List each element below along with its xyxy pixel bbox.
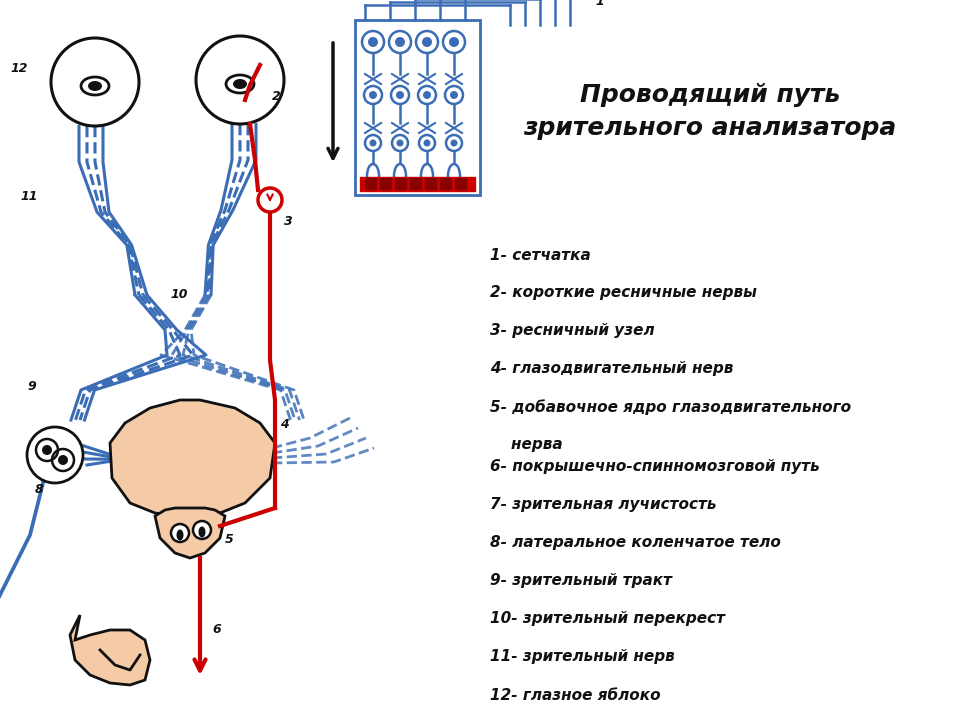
Text: 3: 3 [284,215,293,228]
Text: нерва: нерва [490,438,563,452]
Circle shape [369,91,377,99]
Text: 10- зрительный перекрест: 10- зрительный перекрест [490,611,725,626]
Circle shape [446,135,462,151]
Text: 11- зрительный нерв: 11- зрительный нерв [490,649,675,665]
Circle shape [42,445,52,455]
FancyBboxPatch shape [365,178,376,189]
Text: 10: 10 [170,288,187,301]
Circle shape [196,36,284,124]
Text: 8: 8 [35,483,44,496]
Circle shape [364,86,382,104]
Circle shape [365,135,381,151]
Text: 4: 4 [280,418,289,431]
Ellipse shape [177,529,183,541]
Circle shape [450,91,458,99]
Text: 5: 5 [225,533,233,546]
Text: 7- зрительная лучистость: 7- зрительная лучистость [490,498,716,513]
Ellipse shape [448,164,460,188]
Text: 1: 1 [595,0,604,8]
Polygon shape [70,615,150,685]
Text: Проводящий путь: Проводящий путь [580,83,840,107]
Circle shape [418,86,436,104]
FancyBboxPatch shape [360,177,475,191]
FancyBboxPatch shape [410,178,421,189]
Text: 1- сетчатка: 1- сетчатка [490,248,590,263]
Polygon shape [155,508,225,558]
Circle shape [419,135,435,151]
Text: зрительного анализатора: зрительного анализатора [523,116,897,140]
FancyBboxPatch shape [355,20,480,195]
Circle shape [27,427,83,483]
Circle shape [445,86,463,104]
FancyBboxPatch shape [440,178,451,189]
Text: 2- короткие ресничные нервы: 2- короткие ресничные нервы [490,286,756,300]
FancyBboxPatch shape [380,178,391,189]
Circle shape [193,521,211,539]
Circle shape [423,91,431,99]
FancyBboxPatch shape [455,178,466,189]
Circle shape [395,37,405,47]
Text: 12: 12 [10,62,28,75]
Text: 9: 9 [27,380,36,393]
Circle shape [450,140,458,146]
Circle shape [389,31,411,53]
Text: 4- глазодвигательный нерв: 4- глазодвигательный нерв [490,361,733,377]
Circle shape [370,140,376,146]
Text: 12- глазное яблоко: 12- глазное яблоко [490,688,660,703]
FancyBboxPatch shape [425,178,436,189]
Circle shape [396,140,403,146]
Text: 6- покрышечно-спинномозговой путь: 6- покрышечно-спинномозговой путь [490,459,820,474]
Circle shape [51,38,139,126]
Circle shape [392,135,408,151]
Text: 8- латеральное коленчатое тело: 8- латеральное коленчатое тело [490,536,780,551]
Text: 3- ресничный узел: 3- ресничный узел [490,323,655,338]
Circle shape [368,37,378,47]
Ellipse shape [421,164,433,188]
Ellipse shape [233,79,247,89]
Ellipse shape [367,164,379,188]
Text: 11: 11 [20,190,37,203]
Circle shape [443,31,465,53]
Circle shape [58,455,68,465]
Text: 5- добавочное ядро глазодвигательного: 5- добавочное ядро глазодвигательного [490,399,852,415]
Polygon shape [110,400,275,516]
Ellipse shape [394,164,406,188]
Circle shape [396,91,404,99]
Text: 6: 6 [212,623,221,636]
Circle shape [422,37,432,47]
Text: 9- зрительный тракт: 9- зрительный тракт [490,574,672,588]
Circle shape [416,31,438,53]
FancyBboxPatch shape [395,178,406,189]
Circle shape [449,37,459,47]
Circle shape [258,188,282,212]
Circle shape [171,524,189,542]
Ellipse shape [199,526,205,538]
Circle shape [362,31,384,53]
Circle shape [391,86,409,104]
Ellipse shape [88,81,102,91]
Text: 2: 2 [272,90,280,103]
Circle shape [423,140,430,146]
